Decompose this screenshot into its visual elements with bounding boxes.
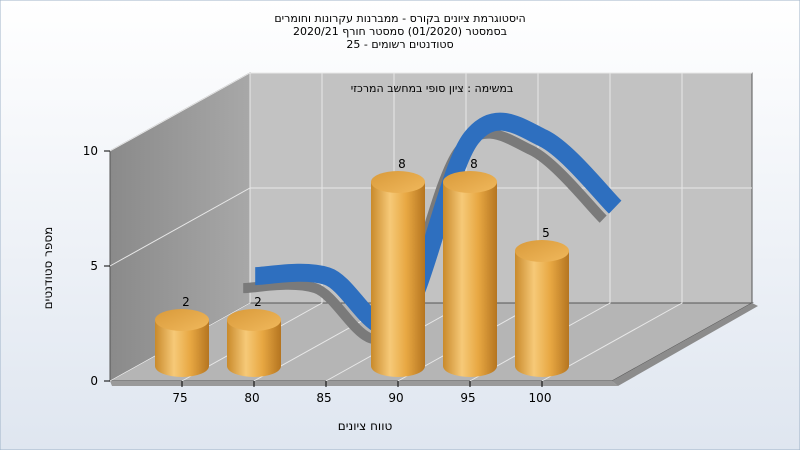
- bar-cap: [515, 240, 569, 262]
- bar: 2: [155, 295, 209, 377]
- y-tick-label: 0: [90, 374, 98, 388]
- bar-cap: [227, 309, 281, 331]
- curve-line: [254, 112, 622, 337]
- bar: 2: [227, 295, 281, 377]
- chart-title-line-1: היסטוגרמת ציונים בקורס - ממברנות עקרונות…: [274, 12, 525, 25]
- x-tick-label: 95: [460, 391, 475, 405]
- bar-value-label: 8: [470, 157, 478, 171]
- bar: 8: [443, 157, 497, 377]
- gridline: [541, 73, 683, 382]
- bar-value-label: 2: [182, 295, 190, 309]
- bar-body: [515, 251, 569, 377]
- bar-value-label: 8: [398, 157, 406, 171]
- x-tick-label: 80: [244, 391, 259, 405]
- x-tick-label: 90: [388, 391, 403, 405]
- bar: 8: [371, 157, 425, 377]
- bar-cap: [371, 171, 425, 193]
- x-tick-label: 75: [172, 391, 187, 405]
- bars: 2 2 8 8 5: [155, 157, 569, 377]
- bar-cap: [443, 171, 497, 193]
- bar-body: [227, 320, 281, 377]
- bar-body: [443, 182, 497, 377]
- y-tick-label: 10: [83, 144, 98, 158]
- bar-cap: [155, 309, 209, 331]
- y-tick-label: 5: [90, 259, 98, 273]
- x-axis-title: טווח ציונים: [338, 419, 393, 433]
- x-tick-label: 85: [316, 391, 331, 405]
- y-axis-title: מספר סטודנטים: [41, 227, 55, 310]
- x-tick-label: 100: [529, 391, 552, 405]
- x-ticks: 75 80 85 90 95 100: [172, 381, 551, 405]
- bar-value-label: 2: [254, 295, 262, 309]
- chart-title-line-2: בסמסטר (01/2020) סמסטר חורף 2020/21: [293, 25, 507, 38]
- floor-edge-right: [612, 303, 758, 386]
- bar-value-label: 5: [542, 226, 550, 240]
- floor-edge-front: [110, 381, 618, 386]
- bar-body: [371, 182, 425, 377]
- chart-subtitle: במשימה : ציון סופי במחשב המרכזי: [351, 82, 514, 95]
- bar-body: [155, 320, 209, 377]
- chart-title-line-3: סטודנטים רשומים - 25: [346, 38, 453, 51]
- bar: 5: [515, 226, 569, 377]
